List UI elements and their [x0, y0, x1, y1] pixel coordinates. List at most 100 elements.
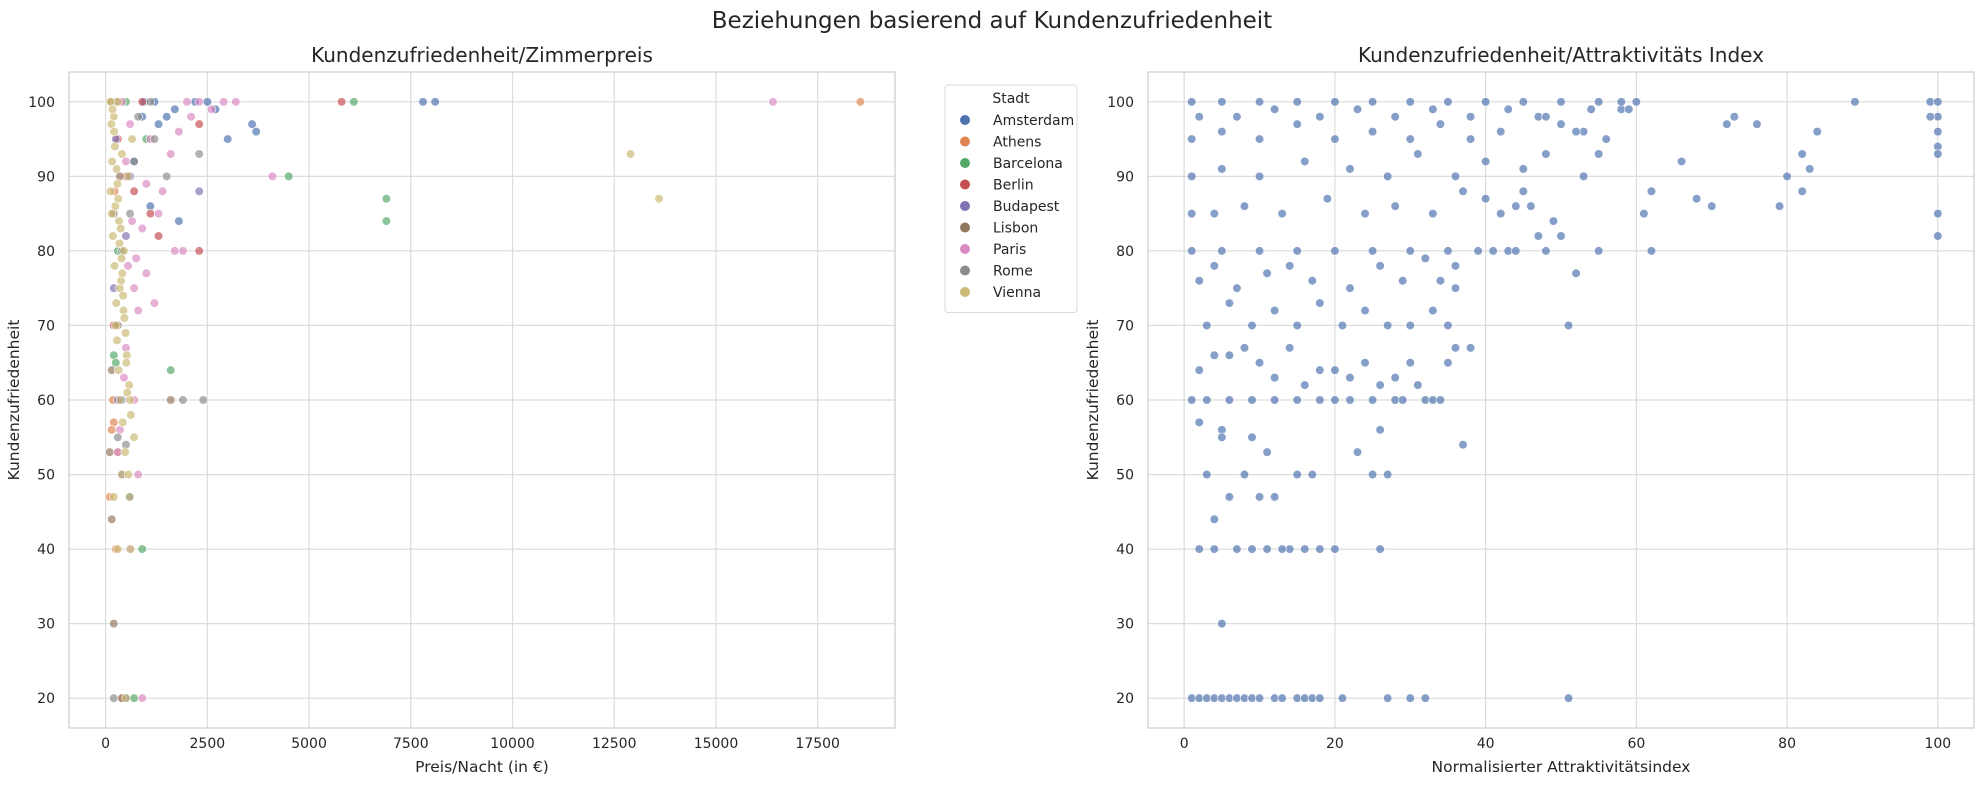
legend-entry: Barcelona	[960, 156, 1063, 172]
data-point	[1367, 246, 1378, 256]
data-point	[381, 216, 391, 226]
data-point	[1187, 134, 1197, 144]
data-point	[1187, 209, 1197, 219]
data-point	[109, 127, 119, 137]
grid	[69, 72, 895, 728]
data-point	[1315, 365, 1325, 375]
data-point	[1383, 469, 1393, 480]
data-point	[1367, 127, 1378, 137]
data-point	[117, 268, 127, 278]
data-point	[349, 97, 359, 107]
data-point	[1337, 693, 1348, 703]
legend-label: Paris	[993, 242, 1026, 258]
data-point	[1217, 432, 1227, 442]
data-point	[115, 395, 125, 405]
data-point	[125, 209, 135, 219]
data-point	[1797, 186, 1807, 196]
axes-frame	[1147, 71, 1975, 729]
data-point	[1450, 283, 1461, 293]
data-point	[162, 112, 172, 122]
x-tick-label: 5000	[291, 736, 327, 752]
data-point	[430, 97, 440, 107]
data-point	[153, 209, 164, 219]
data-point	[1254, 492, 1265, 502]
data-point	[1458, 186, 1468, 196]
data-point	[1277, 209, 1287, 219]
data-point	[284, 171, 294, 181]
data-point	[107, 156, 117, 167]
data-point	[129, 283, 139, 293]
data-point	[121, 358, 131, 368]
data-point	[166, 395, 176, 405]
legend-label: Barcelona	[993, 156, 1063, 172]
legend-entry: Berlin	[960, 178, 1034, 194]
data-point	[267, 171, 278, 181]
data-point	[131, 253, 141, 263]
data-point	[118, 417, 128, 427]
data-point	[1548, 216, 1559, 226]
data-point	[116, 276, 126, 286]
data-point	[194, 149, 204, 159]
data-point	[174, 127, 184, 137]
data-point	[1247, 544, 1257, 554]
data-point	[1270, 305, 1280, 316]
data-point	[123, 469, 134, 480]
data-point	[1533, 231, 1543, 241]
y-tick-label: 50	[37, 468, 55, 484]
data-point	[337, 97, 347, 107]
data-point	[1360, 305, 1370, 316]
data-point	[1405, 320, 1415, 331]
data-point	[1307, 469, 1317, 480]
data-point	[1722, 119, 1732, 129]
data-point	[112, 335, 122, 345]
data-point	[1352, 447, 1363, 457]
data-point	[1541, 246, 1551, 256]
data-point	[1345, 395, 1355, 405]
data-point	[1352, 104, 1363, 114]
data-point	[1330, 365, 1340, 375]
y-tick-label: 70	[37, 318, 55, 334]
data-point	[1345, 283, 1355, 293]
data-point	[123, 261, 133, 271]
data-point	[113, 432, 123, 442]
data-point	[1285, 343, 1295, 353]
legend-marker	[960, 265, 970, 276]
data-point	[1194, 417, 1204, 427]
data-point	[1624, 104, 1634, 114]
data-point	[114, 365, 124, 375]
data-point	[1224, 492, 1234, 502]
data-point	[1601, 134, 1611, 144]
data-point	[129, 432, 139, 442]
legend-marker	[960, 244, 970, 254]
x-axis-label: Normalisierter Attraktivitätsindex	[1432, 758, 1691, 776]
legend-label: Lisbon	[993, 221, 1038, 237]
data-point	[1254, 171, 1265, 181]
legend-marker	[960, 158, 970, 168]
legend-marker	[960, 287, 970, 297]
data-point	[1383, 320, 1393, 331]
y-tick-label: 20	[37, 691, 55, 707]
x-axis-label: Preis/Nacht (in €)	[415, 758, 549, 776]
x-tick-label: 15000	[694, 736, 739, 752]
data-point	[1435, 276, 1446, 286]
figure-suptitle: Beziehungen basierend auf Kundenzufriede…	[712, 8, 1272, 34]
data-point	[1270, 395, 1280, 405]
x-tick-label: 60	[1627, 736, 1645, 752]
data-point	[126, 410, 136, 420]
legend-entry: Paris	[960, 242, 1026, 258]
data-point	[119, 373, 129, 383]
data-point	[1729, 112, 1739, 122]
data-point	[186, 112, 196, 122]
data-point	[625, 149, 636, 159]
data-point	[1330, 134, 1340, 144]
data-point	[418, 97, 428, 107]
data-point	[1315, 544, 1325, 554]
data-point	[1782, 171, 1792, 181]
y-tick-label: 30	[37, 617, 55, 633]
y-tick-label: 80	[1116, 244, 1134, 260]
data-point	[109, 261, 120, 271]
y-tick-label: 60	[37, 393, 55, 409]
data-point	[1631, 97, 1641, 107]
data-point	[109, 619, 119, 629]
